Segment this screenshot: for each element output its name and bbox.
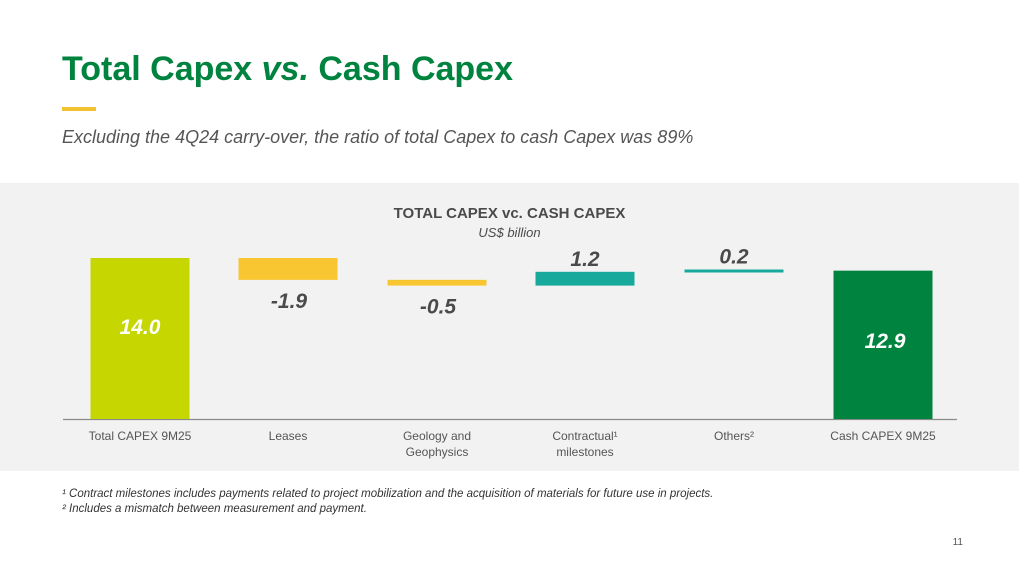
data-label-others: 0.2 bbox=[719, 246, 749, 269]
bar-cash-capex-9m25 bbox=[833, 270, 933, 419]
tick-label-leases: Leases bbox=[269, 429, 308, 443]
data-label-contractual-milestones: 1.2 bbox=[570, 248, 600, 271]
chart-title: TOTAL CAPEX vc. CASH CAPEX bbox=[393, 205, 626, 222]
tick-label-geology-and-geophysics-line2: Geophysics bbox=[406, 445, 469, 459]
bar-leases bbox=[238, 258, 338, 280]
data-label-leases: -1.9 bbox=[271, 290, 308, 313]
bar-contractual-milestones bbox=[535, 271, 635, 286]
tick-label-geology-and-geophysics: Geology and bbox=[403, 429, 471, 443]
tick-label-contractual-milestones-line2: milestones bbox=[556, 445, 613, 459]
bar-others bbox=[684, 269, 784, 273]
bar-total-capex-9m25 bbox=[90, 258, 190, 419]
footnote-2: ² Includes a mismatch between measuremen… bbox=[62, 503, 367, 515]
title-accent-bar bbox=[62, 107, 96, 111]
slide-subtitle: Excluding the 4Q24 carry-over, the ratio… bbox=[62, 127, 694, 147]
tick-label-others: Others² bbox=[714, 429, 754, 443]
bar-geology-and-geophysics bbox=[387, 279, 487, 286]
tick-label-contractual-milestones: Contractual¹ bbox=[552, 429, 617, 443]
tick-label-total-capex-9m25: Total CAPEX 9M25 bbox=[89, 429, 192, 443]
slide-title: Total Capex vs. Cash Capex bbox=[62, 50, 513, 88]
tick-label-cash-capex-9m25: Cash CAPEX 9M25 bbox=[830, 429, 936, 443]
data-label-cash-capex-9m25: 12.9 bbox=[865, 330, 906, 353]
chart-unit: US$ billion bbox=[478, 225, 541, 240]
page-number: 11 bbox=[952, 537, 963, 548]
data-label-total-capex-9m25: 14.0 bbox=[120, 316, 161, 339]
footnote-1: ¹ Contract milestones includes payments … bbox=[62, 488, 714, 500]
data-label-geology-and-geophysics: -0.5 bbox=[420, 296, 457, 319]
